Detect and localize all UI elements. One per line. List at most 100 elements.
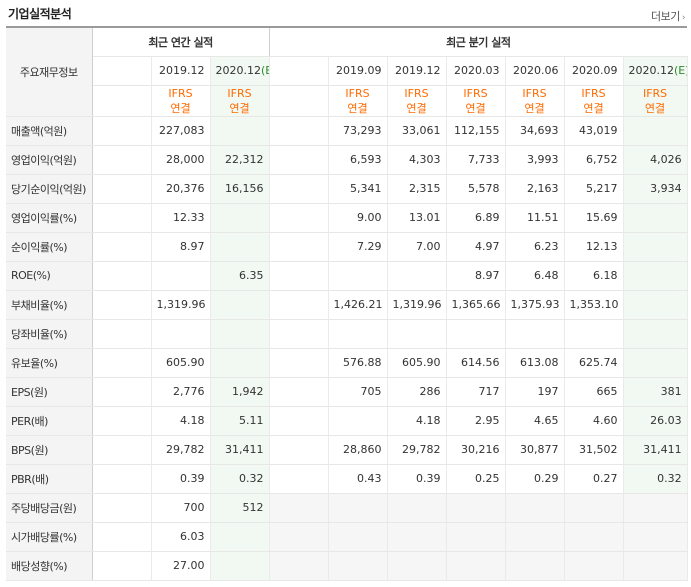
blank-cell — [92, 348, 152, 378]
quarter-value-cell: 7.29 — [328, 232, 388, 262]
row-label: 시가배당률(%) — [6, 522, 93, 552]
annual-value-cell — [210, 348, 270, 378]
quarter-value-cell: 4.60 — [564, 406, 624, 436]
quarter-value-cell — [446, 522, 506, 552]
table-row: 영업이익(억원) 28,000 22,312 6,593 4,303 7,733 3,993… — [6, 145, 688, 175]
row-label: 당기순이익(억원) — [6, 174, 93, 204]
quarter-value-cell — [623, 348, 688, 378]
period-row: 2019.122020.12(E)2019.092019.122020.0320… — [6, 56, 688, 86]
quarter-value-cell: 0.39 — [387, 464, 447, 494]
quarter-value-cell: 43,019 — [564, 116, 624, 146]
annual-value-cell: 27.00 — [151, 551, 211, 581]
quarter-value-cell: 4,303 — [387, 145, 447, 175]
row-label: 매출액(억원) — [6, 116, 93, 146]
period-label: 2019.12 — [395, 64, 441, 77]
quarter-value-cell: 613.08 — [505, 348, 565, 378]
more-link[interactable]: 더보기 › — [651, 8, 686, 24]
table-row: PBR(배) 0.39 0.32 0.43 0.39 0.25 0.29 0.27 0.32 — [6, 464, 688, 494]
quarter-value-cell: 5,578 — [446, 174, 506, 204]
estimate-mark: (E) — [261, 64, 268, 77]
blank-cell — [92, 406, 152, 436]
consolidated-label: 연결 — [406, 101, 427, 115]
quarter-value-cell: 576.88 — [328, 348, 388, 378]
quarter-group-header: 최근 분기 실적 — [269, 26, 688, 57]
consolidated-label: 연결 — [465, 101, 486, 115]
ifrs-label: IFRS — [345, 86, 370, 100]
more-link-label: 더보기 — [651, 10, 680, 23]
quarter-value-cell: 0.32 — [623, 464, 688, 494]
blank-header-cell — [92, 85, 152, 117]
quarter-value-cell — [446, 551, 506, 581]
ifrs-label: IFRS — [404, 86, 429, 100]
ifrs-basis-cell: IFRS 연결 — [505, 85, 565, 117]
consolidated-label: 연결 — [524, 101, 545, 115]
quarter-value-cell: 7.00 — [387, 232, 447, 262]
row-label: EPS(원) — [6, 376, 93, 407]
chevron-right-icon: › — [681, 13, 686, 23]
blank-cell — [268, 492, 329, 523]
blank-cell — [268, 232, 329, 262]
quarter-value-cell — [328, 522, 388, 552]
table-row: 매출액(억원) 227,083 73,293 33,061 112,155 34,693 4… — [6, 116, 688, 146]
section-title: 기업실적분석 — [8, 7, 72, 21]
quarter-value-cell — [623, 289, 688, 320]
blank-header-cell — [268, 56, 329, 86]
row-label: 유보율(%) — [6, 348, 93, 378]
annual-value-cell: 29,782 — [151, 435, 211, 465]
estimate-mark: (E) — [674, 64, 686, 77]
blank-cell — [268, 348, 329, 378]
row-label: 영업이익률(%) — [6, 202, 93, 233]
table-row: 배당성향(%) 27.00 — [6, 551, 688, 581]
quarter-value-cell — [623, 319, 688, 349]
ifrs-label: IFRS — [168, 86, 193, 100]
table-row: 유보율(%) 605.90 576.88 605.90 614.56 613.08 625.… — [6, 348, 688, 378]
annual-value-cell: 0.39 — [151, 464, 211, 494]
blank-cell — [268, 261, 329, 291]
blank-cell — [92, 464, 152, 494]
quarter-value-cell: 1,319.96 — [387, 289, 447, 320]
quarter-value-cell: 6,593 — [328, 145, 388, 175]
blank-cell — [92, 435, 152, 465]
blank-cell — [92, 319, 152, 349]
quarter-value-cell: 13.01 — [387, 202, 447, 233]
quarter-value-cell — [505, 492, 565, 523]
quarter-value-cell — [564, 492, 624, 523]
quarter-period-header: 2019.12 — [387, 56, 447, 86]
blank-cell — [92, 145, 152, 175]
quarter-period-header: 2020.06 — [505, 56, 565, 86]
quarter-value-cell — [505, 551, 565, 581]
blank-cell — [92, 376, 152, 407]
quarter-value-cell: 2,163 — [505, 174, 565, 204]
quarter-value-cell: 6,752 — [564, 145, 624, 175]
blank-cell — [92, 202, 152, 233]
blank-cell — [268, 522, 329, 552]
blank-cell — [268, 464, 329, 494]
annual-value-cell: 16,156 — [210, 174, 270, 204]
annual-value-cell: 20,376 — [151, 174, 211, 204]
quarter-value-cell — [446, 492, 506, 523]
blank-header-cell — [268, 85, 329, 117]
ifrs-basis-cell: IFRS 연결 — [151, 85, 211, 117]
quarter-value-cell — [387, 551, 447, 581]
annual-value-cell: 31,411 — [210, 435, 270, 465]
quarter-value-cell — [328, 551, 388, 581]
quarter-value-cell: 0.27 — [564, 464, 624, 494]
quarter-value-cell — [505, 522, 565, 552]
quarter-value-cell: 31,502 — [564, 435, 624, 465]
quarter-value-cell: 0.43 — [328, 464, 388, 494]
quarter-value-cell — [328, 319, 388, 349]
row-header-title: 주요재무정보 — [6, 26, 93, 117]
blank-header-cell — [92, 56, 152, 86]
quarter-value-cell: 381 — [623, 376, 688, 407]
quarter-value-cell: 5,341 — [328, 174, 388, 204]
ifrs-basis-cell: IFRS 연결 — [328, 85, 388, 117]
annual-value-cell — [210, 289, 270, 320]
quarter-value-cell: 31,411 — [623, 435, 688, 465]
table-row: 당기순이익(억원) 20,376 16,156 5,341 2,315 5,578 2,16… — [6, 174, 688, 204]
period-label: 2020.03 — [454, 64, 500, 77]
quarter-value-cell — [446, 319, 506, 349]
quarter-value-cell: 197 — [505, 376, 565, 407]
quarter-value-cell: 705 — [328, 376, 388, 407]
period-label: 2020.12 — [628, 64, 675, 77]
